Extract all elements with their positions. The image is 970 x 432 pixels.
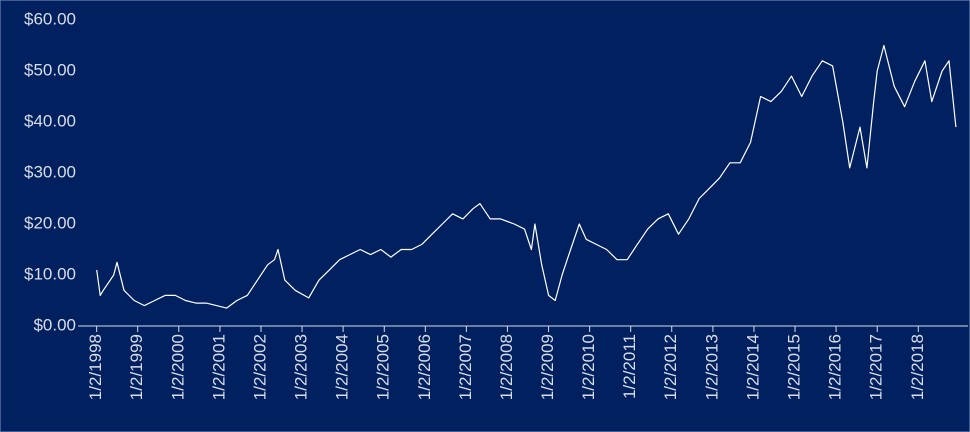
x-tick-label: 1/2/2014 <box>743 334 762 400</box>
x-tick-label: 1/2/2016 <box>826 334 845 400</box>
x-tick-label: 1/2/2001 <box>209 334 228 400</box>
x-tick-label: 1/2/2009 <box>538 334 557 400</box>
y-tick-label: $50.00 <box>24 60 76 79</box>
y-tick-label: $10.00 <box>24 264 76 283</box>
x-tick-label: 1/2/2002 <box>250 334 269 400</box>
x-tick-label: 1/2/2005 <box>374 334 393 400</box>
x-tick-label: 1/2/2000 <box>168 334 187 400</box>
y-tick-label: $30.00 <box>24 162 76 181</box>
y-tick-label: $60.00 <box>24 9 76 28</box>
y-tick-label: $40.00 <box>24 111 76 130</box>
x-tick-label: 1/2/1998 <box>86 334 105 400</box>
x-tick-label: 1/2/2012 <box>661 334 680 400</box>
price-line <box>96 44 957 309</box>
x-tick-label: 1/2/2007 <box>456 334 475 400</box>
x-tick-label: 1/2/2018 <box>908 334 927 400</box>
x-tick-label: 1/2/2004 <box>333 334 352 400</box>
y-tick-label: $20.00 <box>24 213 76 232</box>
x-tick-label: 1/2/2006 <box>415 334 434 400</box>
x-tick-label: 1/2/2008 <box>497 334 516 400</box>
x-tick-label: 1/2/2010 <box>579 334 598 400</box>
x-tick-label: 1/2/2011 <box>620 334 639 399</box>
x-tick-label: 1/2/2015 <box>785 334 804 400</box>
x-tick-label: 1/2/2017 <box>867 334 886 400</box>
x-tick-label: 1/2/2003 <box>292 334 311 400</box>
y-tick-label: $0.00 <box>33 315 76 334</box>
x-tick-label: 1/2/2013 <box>702 334 721 400</box>
x-tick-label: 1/2/1999 <box>127 334 146 400</box>
